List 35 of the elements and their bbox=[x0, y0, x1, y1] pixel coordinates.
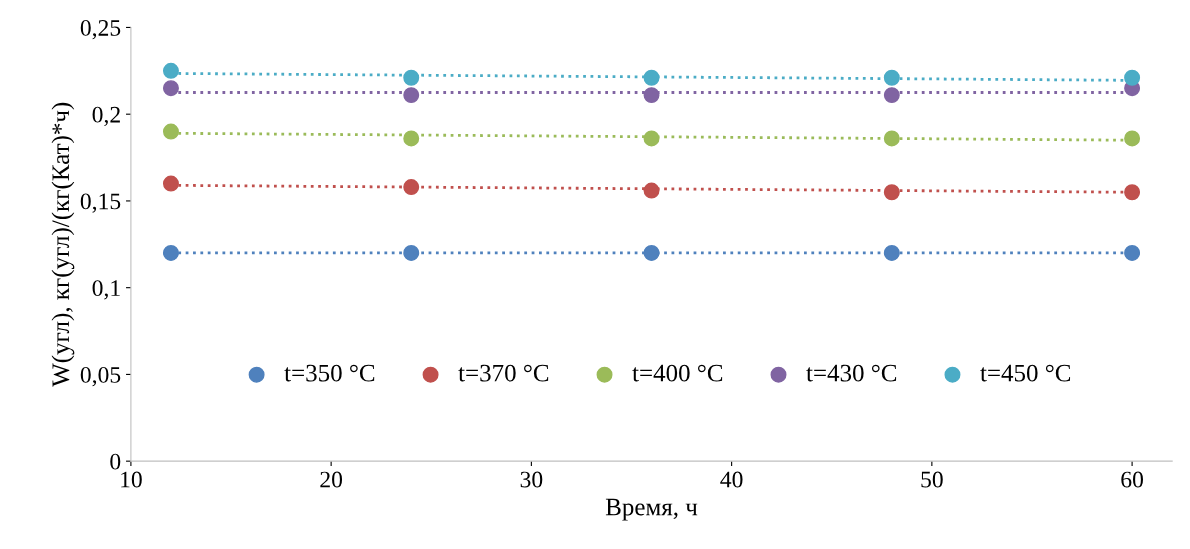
point bbox=[403, 87, 420, 104]
y-tick-label: 0 bbox=[110, 453, 121, 470]
legend-label: t=430 °C bbox=[806, 364, 897, 382]
x-tick-label: 10 bbox=[121, 471, 142, 488]
legend-label: t=450 °C bbox=[980, 364, 1071, 382]
point bbox=[162, 62, 179, 79]
legend-label: t=350 °C bbox=[284, 364, 375, 382]
y-tick-label: 0,2 bbox=[92, 106, 120, 127]
point bbox=[883, 245, 900, 261]
point bbox=[162, 175, 179, 192]
point bbox=[1124, 130, 1141, 147]
point bbox=[162, 245, 179, 261]
point bbox=[1124, 184, 1141, 201]
point bbox=[1124, 245, 1141, 261]
y-axis-title: W(угл), кг(угл)/(кг(Кат)*ч) bbox=[51, 102, 75, 387]
point bbox=[883, 87, 900, 104]
x-tick-label: 30 bbox=[520, 471, 543, 488]
legend-label: t=400 °C bbox=[632, 364, 723, 382]
y-tick-label: 0,15 bbox=[80, 193, 121, 213]
x-tick-label: 40 bbox=[720, 471, 743, 488]
point bbox=[403, 179, 420, 196]
point bbox=[403, 245, 420, 261]
x-axis-title: Время, ч bbox=[605, 498, 698, 521]
point bbox=[162, 123, 179, 140]
y-tick-label: 0,1 bbox=[92, 280, 120, 300]
x-tick-label: 60 bbox=[1121, 471, 1144, 488]
y-tick-label: 0,05 bbox=[80, 366, 121, 387]
point bbox=[643, 245, 660, 261]
y-tick-label: 0,25 bbox=[80, 19, 121, 40]
point bbox=[1124, 69, 1141, 86]
point bbox=[162, 80, 179, 97]
point bbox=[403, 130, 420, 147]
x-tick-label: 20 bbox=[320, 471, 343, 488]
legend-label: t=370 °C bbox=[458, 364, 549, 382]
x-tick-label: 50 bbox=[921, 471, 943, 488]
